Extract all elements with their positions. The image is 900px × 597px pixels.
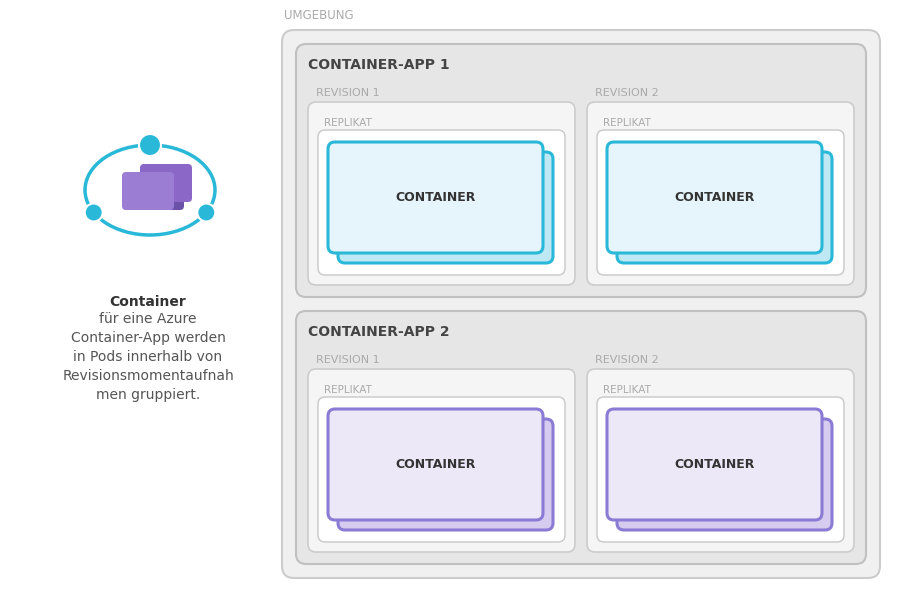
Text: CONTAINER-APP 2: CONTAINER-APP 2 xyxy=(308,325,450,339)
FancyBboxPatch shape xyxy=(587,369,854,552)
FancyBboxPatch shape xyxy=(122,172,174,210)
Text: REVISION 1: REVISION 1 xyxy=(316,88,380,98)
FancyBboxPatch shape xyxy=(328,142,543,253)
FancyBboxPatch shape xyxy=(617,419,832,530)
FancyBboxPatch shape xyxy=(140,164,192,202)
Text: REPLIKAT: REPLIKAT xyxy=(324,385,372,395)
Text: REVISION 2: REVISION 2 xyxy=(595,355,659,365)
FancyBboxPatch shape xyxy=(607,142,822,253)
Text: CONTAINER: CONTAINER xyxy=(395,191,476,204)
Text: CONTAINER: CONTAINER xyxy=(395,458,476,471)
FancyBboxPatch shape xyxy=(308,102,575,285)
FancyBboxPatch shape xyxy=(338,419,553,530)
FancyBboxPatch shape xyxy=(132,172,184,210)
FancyBboxPatch shape xyxy=(296,44,866,297)
FancyBboxPatch shape xyxy=(597,130,844,275)
FancyBboxPatch shape xyxy=(587,102,854,285)
Text: REPLIKAT: REPLIKAT xyxy=(603,118,651,128)
Text: REPLIKAT: REPLIKAT xyxy=(324,118,372,128)
Text: REVISION 1: REVISION 1 xyxy=(316,355,380,365)
Circle shape xyxy=(197,204,215,221)
Text: UMGEBUNG: UMGEBUNG xyxy=(284,9,354,22)
Text: CONTAINER-APP 1: CONTAINER-APP 1 xyxy=(308,58,450,72)
FancyBboxPatch shape xyxy=(318,130,565,275)
FancyBboxPatch shape xyxy=(318,397,565,542)
FancyBboxPatch shape xyxy=(282,30,880,578)
Text: für eine Azure
Container-App werden
in Pods innerhalb von
Revisionsmomentaufnah
: für eine Azure Container-App werden in P… xyxy=(62,312,234,402)
FancyBboxPatch shape xyxy=(296,311,866,564)
FancyBboxPatch shape xyxy=(607,409,822,520)
Circle shape xyxy=(85,204,103,221)
Text: REPLIKAT: REPLIKAT xyxy=(603,385,651,395)
Text: Container: Container xyxy=(110,295,186,309)
FancyBboxPatch shape xyxy=(328,409,543,520)
FancyBboxPatch shape xyxy=(338,152,553,263)
FancyBboxPatch shape xyxy=(308,369,575,552)
Text: CONTAINER: CONTAINER xyxy=(674,191,755,204)
FancyBboxPatch shape xyxy=(617,152,832,263)
FancyBboxPatch shape xyxy=(597,397,844,542)
Circle shape xyxy=(139,134,161,156)
Text: CONTAINER: CONTAINER xyxy=(674,458,755,471)
Text: REVISION 2: REVISION 2 xyxy=(595,88,659,98)
